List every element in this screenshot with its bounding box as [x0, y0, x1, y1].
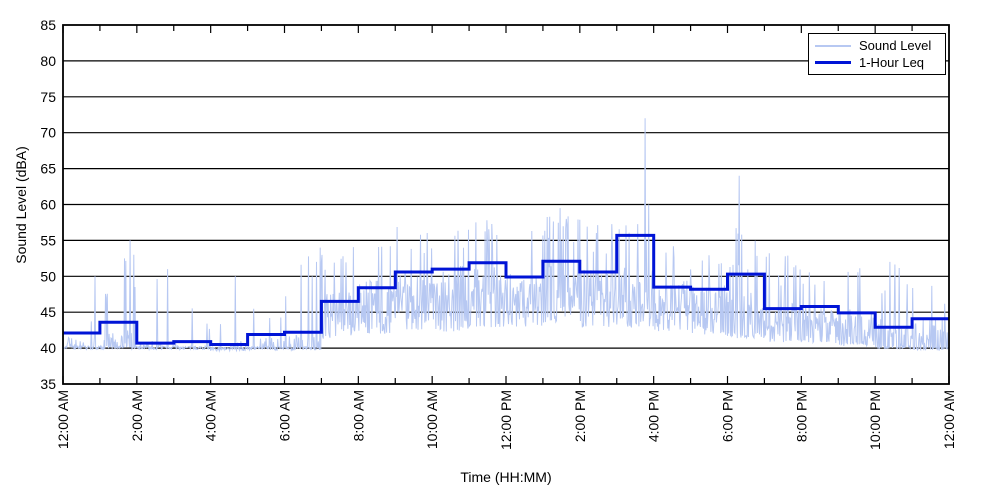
svg-text:45: 45: [40, 304, 56, 320]
legend-entry-leq: 1-Hour Leq: [815, 55, 939, 70]
svg-text:40: 40: [40, 340, 56, 356]
svg-text:35: 35: [40, 376, 56, 392]
svg-text:4:00 PM: 4:00 PM: [646, 390, 662, 442]
svg-text:4:00 AM: 4:00 AM: [203, 390, 219, 441]
svg-text:85: 85: [40, 17, 56, 33]
sound-level-line-sample: [815, 44, 851, 47]
svg-text:55: 55: [40, 232, 56, 248]
x-axis-title: Time (HH:MM): [460, 469, 552, 485]
svg-text:60: 60: [40, 197, 56, 213]
svg-text:80: 80: [40, 53, 56, 69]
svg-text:65: 65: [40, 161, 56, 177]
legend-label-sound-level: Sound Level: [859, 38, 932, 53]
y-axis-title: Sound Level (dBA): [13, 146, 29, 264]
svg-text:70: 70: [40, 125, 56, 141]
svg-text:6:00 PM: 6:00 PM: [720, 390, 736, 442]
svg-text:2:00 PM: 2:00 PM: [572, 390, 588, 442]
legend: Sound Level 1-Hour Leq: [808, 33, 946, 75]
legend-label-leq: 1-Hour Leq: [859, 55, 925, 70]
svg-text:50: 50: [40, 268, 56, 284]
svg-text:12:00 AM: 12:00 AM: [55, 390, 71, 449]
svg-text:10:00 AM: 10:00 AM: [424, 390, 440, 449]
svg-text:8:00 AM: 8:00 AM: [350, 390, 366, 441]
svg-text:12:00 AM: 12:00 AM: [941, 390, 957, 449]
svg-text:75: 75: [40, 89, 56, 105]
svg-text:2:00 AM: 2:00 AM: [129, 390, 145, 441]
svg-text:6:00 AM: 6:00 AM: [277, 390, 293, 441]
svg-text:8:00 PM: 8:00 PM: [793, 390, 809, 442]
svg-text:10:00 PM: 10:00 PM: [867, 390, 883, 450]
svg-text:12:00 PM: 12:00 PM: [498, 390, 514, 450]
legend-entry-sound-level: Sound Level: [815, 38, 939, 53]
leq-line-sample: [815, 61, 851, 64]
